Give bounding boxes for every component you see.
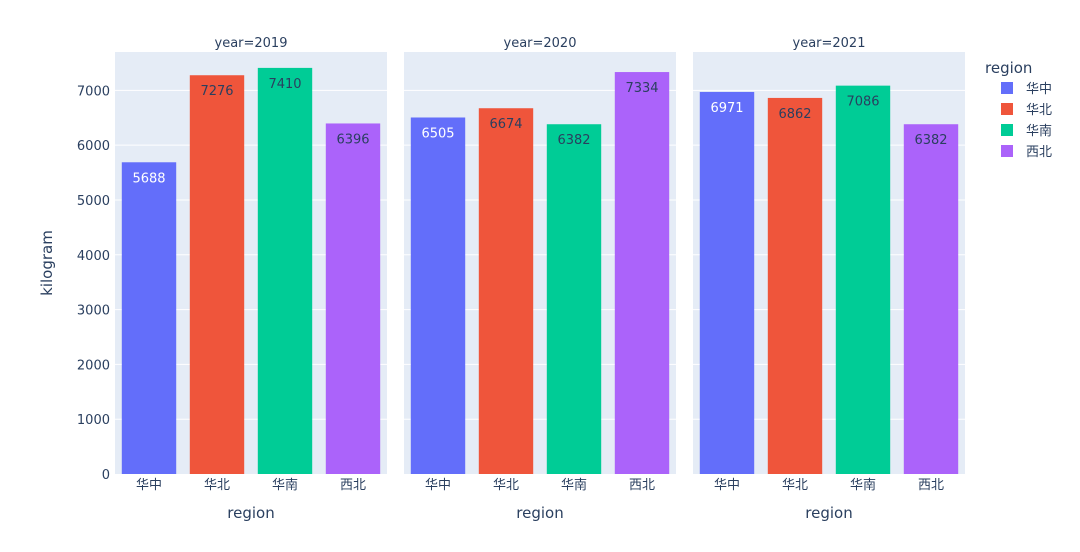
y-tick-label: 0 xyxy=(102,468,110,483)
bar-value-label: 5688 xyxy=(132,171,165,186)
bar-西北 xyxy=(903,124,959,474)
facet-title: year=2021 xyxy=(793,36,866,51)
y-tick-label: 2000 xyxy=(77,358,110,373)
x-tick-label: 华北 xyxy=(782,478,808,493)
y-axis-label: kilogram xyxy=(38,230,56,296)
bar-华中 xyxy=(121,162,177,474)
bar-华中 xyxy=(410,117,466,474)
x-tick-label: 华北 xyxy=(204,478,230,493)
x-tick-label: 华中 xyxy=(425,478,451,493)
legend-swatch xyxy=(1001,124,1013,136)
bar-value-label: 6971 xyxy=(710,101,743,116)
bar-华北 xyxy=(767,97,823,474)
facet-panel-2: year=2020 6505 华中 6674 华北 6382 华南 7334 西北 region xyxy=(404,36,676,522)
legend-swatch xyxy=(1001,145,1013,157)
x-tick-label: 华南 xyxy=(561,477,587,493)
x-tick-label: 华南 xyxy=(272,477,298,493)
x-tick-label: 西北 xyxy=(340,478,366,493)
bar-value-label: 6396 xyxy=(336,132,369,147)
y-tick-label: 5000 xyxy=(77,194,110,209)
legend-item-label: 华中 xyxy=(1026,82,1052,97)
x-tick-label: 华中 xyxy=(136,478,162,493)
legend-swatch xyxy=(1001,103,1013,115)
facet-title: year=2020 xyxy=(504,36,577,51)
legend-item-label: 华南 xyxy=(1026,123,1052,139)
bar-value-label: 7276 xyxy=(200,84,233,99)
bar-value-label: 7410 xyxy=(268,77,301,92)
bar-西北 xyxy=(325,123,381,474)
y-tick-label: 3000 xyxy=(77,304,110,319)
bar-value-label: 7086 xyxy=(846,95,879,110)
bar-value-label: 6382 xyxy=(557,133,590,148)
x-axis-label: region xyxy=(516,504,563,522)
legend-item-label: 华北 xyxy=(1026,103,1052,118)
legend-swatch xyxy=(1001,82,1013,94)
x-axis-label: region xyxy=(805,504,852,522)
y-tick-label: 6000 xyxy=(77,139,110,154)
legend-item-label: 西北 xyxy=(1026,145,1052,160)
x-axis-label: region xyxy=(227,504,274,522)
bar-华南 xyxy=(257,67,313,475)
bar-西北 xyxy=(614,72,670,474)
bar-华中 xyxy=(699,91,755,474)
x-tick-label: 西北 xyxy=(629,478,655,493)
legend-title: region xyxy=(985,59,1032,77)
bar-value-label: 7334 xyxy=(625,81,658,96)
facet-panel-1: year=2019 5688 华中 7276 华北 7410 华南 6396 西北 region xyxy=(115,36,387,522)
bar-value-label: 6382 xyxy=(914,133,947,148)
y-tick-label: 7000 xyxy=(77,84,110,99)
bar-value-label: 6674 xyxy=(489,117,522,132)
y-tick-label: 4000 xyxy=(77,249,110,264)
x-tick-label: 华北 xyxy=(493,478,519,493)
bar-华南 xyxy=(546,124,602,474)
x-tick-label: 华南 xyxy=(850,477,876,493)
bar-华北 xyxy=(478,108,534,474)
x-tick-label: 华中 xyxy=(714,478,740,493)
facet-title: year=2019 xyxy=(215,36,288,51)
bar-value-label: 6862 xyxy=(778,107,811,122)
bar-华北 xyxy=(189,75,245,475)
bar-华南 xyxy=(835,85,891,474)
facet-panel-3: year=2021 6971 华中 6862 华北 7086 华南 6382 西北 region xyxy=(693,36,965,522)
y-tick-label: 1000 xyxy=(77,413,110,428)
bar-value-label: 6505 xyxy=(421,126,454,141)
x-tick-label: 西北 xyxy=(918,478,944,493)
